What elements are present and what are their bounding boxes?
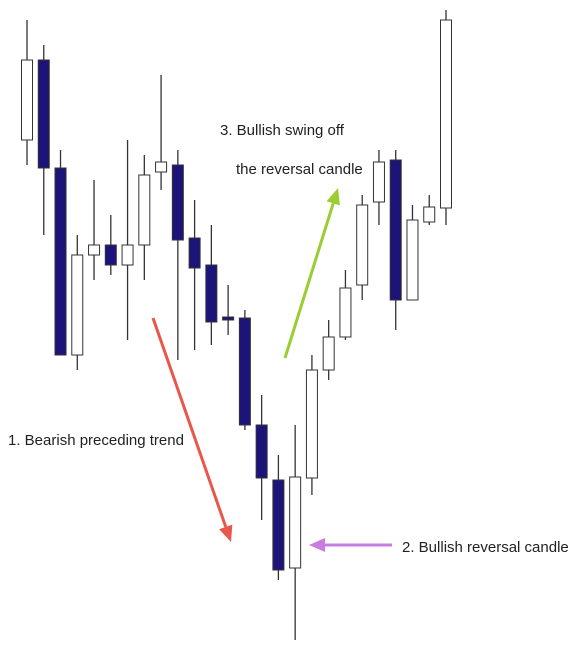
arrow-head bbox=[309, 538, 325, 552]
candle-body bbox=[54, 167, 67, 356]
annotation: 3. Bullish swing off bbox=[220, 122, 345, 139]
candle-body bbox=[121, 244, 134, 266]
candle-body bbox=[289, 476, 302, 569]
candle-body bbox=[71, 254, 84, 356]
candle-body bbox=[389, 159, 402, 301]
candle-body bbox=[305, 369, 318, 479]
candle-body bbox=[155, 161, 168, 173]
candle-body bbox=[356, 204, 369, 286]
candle-body bbox=[406, 219, 419, 301]
candle-body bbox=[171, 164, 184, 241]
arrow-shaft bbox=[283, 202, 335, 359]
candle-body bbox=[339, 287, 352, 338]
candle-body bbox=[222, 316, 235, 321]
arrow-head bbox=[219, 524, 233, 542]
candle-body bbox=[322, 336, 335, 371]
candle-body bbox=[104, 244, 117, 266]
candle-body bbox=[372, 161, 385, 203]
annotation: the reversal candle bbox=[236, 161, 363, 178]
candle-body bbox=[37, 59, 50, 169]
candle-body bbox=[88, 244, 101, 256]
arrow-shaft bbox=[151, 317, 228, 528]
candle-body bbox=[188, 237, 201, 269]
candle-body bbox=[423, 206, 436, 223]
candle-body bbox=[205, 264, 218, 323]
candle-body bbox=[272, 479, 285, 571]
candle-body bbox=[138, 174, 151, 246]
candle-body bbox=[238, 317, 251, 426]
arrow-head bbox=[326, 188, 340, 206]
annotation: 1. Bearish preceding trend bbox=[8, 432, 184, 449]
candle-body bbox=[255, 424, 268, 479]
candle-body bbox=[440, 19, 452, 209]
annotation: 2. Bullish reversal candle bbox=[402, 539, 569, 556]
candle-body bbox=[21, 59, 33, 141]
